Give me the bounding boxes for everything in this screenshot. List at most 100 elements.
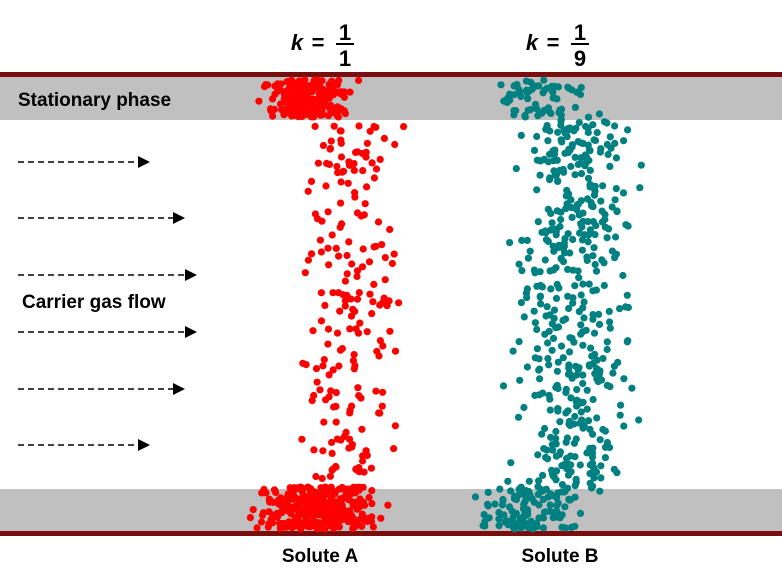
particle [341, 110, 349, 118]
particle [310, 446, 318, 454]
particle [564, 230, 572, 238]
particle [370, 243, 378, 251]
particle [374, 218, 383, 226]
particle [571, 482, 579, 490]
particle [338, 495, 346, 504]
particle [545, 361, 553, 369]
particle [378, 402, 386, 410]
particle [616, 411, 624, 419]
particle [318, 519, 326, 527]
particle [585, 361, 593, 369]
equals: = [547, 30, 560, 55]
particle [596, 487, 604, 495]
particle [312, 505, 320, 513]
particle [601, 215, 609, 224]
particle [590, 465, 598, 473]
particle [373, 347, 381, 355]
particle [376, 155, 384, 163]
particle [341, 277, 349, 285]
particle [620, 422, 628, 430]
particle [305, 522, 313, 531]
particle [313, 523, 321, 532]
particle [580, 314, 588, 322]
particle [603, 338, 611, 346]
particle [586, 181, 594, 189]
particle [349, 525, 357, 533]
particle [320, 418, 328, 426]
particle [572, 475, 580, 483]
particle [386, 327, 394, 335]
particle [523, 285, 532, 293]
particle [523, 89, 531, 97]
particle [611, 139, 619, 147]
particle [538, 109, 546, 117]
particle [597, 145, 605, 153]
particle [565, 145, 573, 154]
particle [604, 150, 612, 159]
particle [345, 444, 353, 452]
particle [311, 98, 319, 106]
particle [322, 501, 330, 510]
particle [628, 384, 636, 392]
particle [558, 481, 567, 489]
particle [533, 186, 541, 194]
particle [582, 326, 590, 334]
particle [319, 447, 327, 455]
particle [587, 344, 595, 352]
particle [597, 197, 605, 205]
particle [586, 444, 594, 452]
particle [579, 341, 587, 349]
particle [319, 86, 327, 94]
solute-a-label: Solute A [282, 546, 359, 567]
particle [365, 258, 374, 266]
particle [319, 362, 327, 370]
particle [534, 451, 542, 459]
particle [560, 242, 569, 250]
particle [603, 381, 611, 389]
particle [500, 97, 508, 105]
particle [292, 100, 300, 108]
particle [584, 113, 593, 121]
particle [574, 160, 582, 169]
particle [537, 300, 545, 308]
particle [599, 354, 607, 363]
particle [350, 351, 358, 359]
particle [344, 179, 352, 187]
particle [564, 407, 572, 415]
particle [512, 165, 520, 173]
particle [533, 345, 542, 353]
particle [563, 200, 571, 208]
arrow-head [185, 326, 197, 338]
particle [544, 158, 553, 166]
particle [527, 517, 535, 525]
particle [327, 387, 335, 395]
particle [300, 79, 308, 87]
particle [567, 461, 575, 469]
particle [564, 265, 572, 273]
particle [265, 495, 273, 503]
particle [376, 409, 384, 417]
particle [544, 137, 552, 145]
particle [603, 119, 611, 127]
particle [510, 519, 518, 527]
particle [526, 247, 534, 255]
particle [546, 501, 554, 509]
particle [533, 523, 541, 531]
particle [636, 184, 644, 192]
particle [590, 474, 598, 482]
particle [616, 305, 624, 313]
particle [325, 261, 333, 269]
particle [624, 222, 632, 230]
particle [576, 461, 584, 469]
particle [571, 171, 579, 179]
particle [395, 299, 403, 307]
particle [330, 122, 338, 130]
particle [543, 121, 551, 130]
particle [362, 148, 370, 156]
particle [496, 485, 504, 493]
particle [571, 412, 579, 421]
particle [579, 398, 587, 406]
particle [508, 507, 516, 515]
particle [586, 425, 594, 433]
particle [328, 77, 336, 85]
